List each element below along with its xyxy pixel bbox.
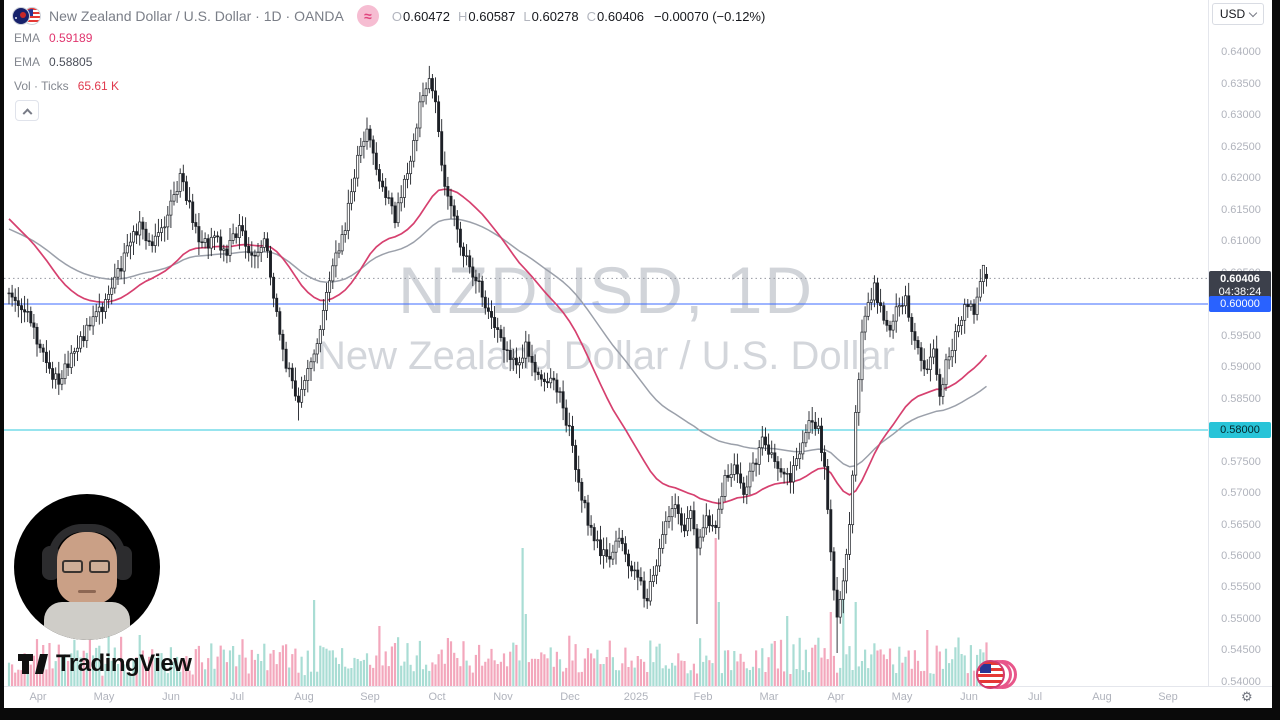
price-tick-label: 0.63500 bbox=[1221, 78, 1261, 90]
currency-pair-flags-icon bbox=[12, 6, 42, 26]
tradingview-mark-icon bbox=[18, 654, 48, 674]
time-tick-label: Oct bbox=[428, 691, 446, 703]
webcam-overlay bbox=[14, 494, 160, 640]
horizontal-line-price-label: 0.60000 bbox=[1209, 296, 1271, 312]
price-tick-label: 0.55000 bbox=[1221, 613, 1261, 625]
time-tick-label: May bbox=[93, 691, 115, 703]
time-tick-label: Mar bbox=[759, 691, 779, 703]
high-value: 0.60587 bbox=[468, 8, 516, 24]
price-tick-label: 0.59500 bbox=[1221, 330, 1261, 342]
low-value: 0.60278 bbox=[531, 8, 579, 24]
ema-label: EMA bbox=[14, 55, 41, 69]
ema-label: EMA bbox=[14, 31, 41, 45]
price-tick-label: 0.64000 bbox=[1221, 46, 1261, 58]
ema-value: 0.58805 bbox=[49, 55, 93, 69]
price-tick-label: 0.54500 bbox=[1221, 644, 1261, 656]
price-tick-label: 0.61500 bbox=[1221, 204, 1261, 216]
collapse-legend-button[interactable] bbox=[15, 100, 39, 121]
letterbox-bottom bbox=[0, 708, 1280, 720]
time-tick-label: 2025 bbox=[623, 691, 649, 703]
time-tick-label: Jul bbox=[229, 691, 245, 703]
price-tick-label: 0.58500 bbox=[1221, 393, 1261, 405]
high-key: H bbox=[458, 8, 468, 24]
price-tick-label: 0.56500 bbox=[1221, 519, 1261, 531]
price-axis[interactable]: 0.64000 0.63500 0.63000 0.62500 0.62000 0.615… bbox=[1208, 0, 1272, 688]
chevron-up-icon bbox=[22, 108, 32, 119]
open-key: O bbox=[391, 8, 402, 24]
price-tick-label: 0.57500 bbox=[1221, 456, 1261, 468]
time-tick-label: Sep bbox=[360, 691, 380, 703]
gear-icon[interactable]: ⚙ bbox=[1241, 689, 1253, 704]
glasses bbox=[62, 560, 112, 573]
ohlc-values: O0.60472 H0.60587 L0.60278 C0.60406 −0.0… bbox=[392, 9, 765, 24]
last-price: 0.60406 bbox=[1220, 273, 1260, 286]
price-tick-label: 0.59000 bbox=[1221, 361, 1261, 373]
price-tick-label: 0.62500 bbox=[1221, 141, 1261, 153]
time-axis[interactable]: ⚙ Apr May Jun Jul Aug Sep Oct Nov Dec 2025 Feb Mar A… bbox=[4, 686, 1272, 708]
shirt bbox=[44, 602, 130, 640]
price-tick-label: 0.63000 bbox=[1221, 109, 1261, 121]
approx-equal-badge-icon: ≈ bbox=[356, 5, 379, 27]
legend-ema-100[interactable]: EMA 0.58805 bbox=[14, 55, 92, 69]
time-tick-label: Aug bbox=[294, 691, 314, 703]
time-tick-label: Jun bbox=[162, 691, 180, 703]
time-tick-label: Dec bbox=[560, 691, 580, 703]
time-tick-label: Sep bbox=[1158, 691, 1178, 703]
time-tick-label: Aug bbox=[1092, 691, 1112, 703]
time-tick-label: Apr bbox=[29, 691, 47, 703]
price-tick-label: 0.62000 bbox=[1221, 172, 1261, 184]
horizontal-line-price-label: 0.58000 bbox=[1209, 422, 1271, 438]
mouth bbox=[78, 590, 96, 593]
tradingview-logo[interactable]: TradingView bbox=[18, 650, 192, 678]
headphones-band bbox=[48, 524, 126, 558]
price-tick-label: 0.57000 bbox=[1221, 487, 1261, 499]
tradingview-logo-text: TradingView bbox=[56, 650, 192, 677]
headphone-earcup bbox=[114, 546, 132, 580]
volume-label: Vol · Ticks bbox=[14, 79, 69, 93]
time-tick-label: Nov bbox=[493, 691, 513, 703]
letterbox-right bbox=[1272, 0, 1280, 720]
legend-volume[interactable]: Vol · Ticks 65.61 K bbox=[14, 79, 119, 93]
time-tick-label: Jul bbox=[1027, 691, 1043, 703]
volume-value: 65.61 K bbox=[77, 79, 120, 93]
time-tick-label: Feb bbox=[693, 691, 713, 703]
bar-countdown: 04:38:24 bbox=[1218, 286, 1262, 299]
us-flag-rings-icon bbox=[976, 659, 1018, 691]
headphone-earcup bbox=[42, 546, 60, 580]
legend-ema-50[interactable]: EMA 0.59189 bbox=[14, 31, 92, 45]
symbol-title[interactable]: New Zealand Dollar / U.S. Dollar · 1D · … bbox=[49, 8, 344, 24]
price-tick-label: 0.54000 bbox=[1221, 676, 1261, 688]
close-key: C bbox=[586, 8, 597, 24]
ema-value: 0.59189 bbox=[49, 31, 93, 45]
chart-header: New Zealand Dollar / U.S. Dollar · 1D · … bbox=[12, 5, 765, 27]
nz-flag-icon bbox=[12, 6, 30, 25]
change-value: −0.00070 (−0.12%) bbox=[654, 8, 766, 24]
time-tick-label: Jun bbox=[960, 691, 978, 703]
price-tick-label: 0.56000 bbox=[1221, 550, 1261, 562]
chart-canvas[interactable] bbox=[4, 0, 1208, 686]
letterbox-left bbox=[0, 0, 4, 720]
open-value: 0.60472 bbox=[403, 8, 450, 24]
currency-selector[interactable]: USD bbox=[1212, 3, 1264, 25]
currency-value: USD bbox=[1219, 7, 1246, 21]
chevron-down-icon bbox=[1248, 8, 1258, 17]
time-tick-label: Apr bbox=[827, 691, 845, 703]
close-value: 0.60406 bbox=[597, 8, 645, 24]
tradingview-chart-window: NZDUSD, 1D New Zealand Dollar / U.S. Dol… bbox=[4, 0, 1272, 708]
price-tick-label: 0.61000 bbox=[1221, 235, 1261, 247]
price-tick-label: 0.55500 bbox=[1221, 581, 1261, 593]
low-key: L bbox=[523, 8, 531, 24]
time-tick-label: May bbox=[891, 691, 913, 703]
